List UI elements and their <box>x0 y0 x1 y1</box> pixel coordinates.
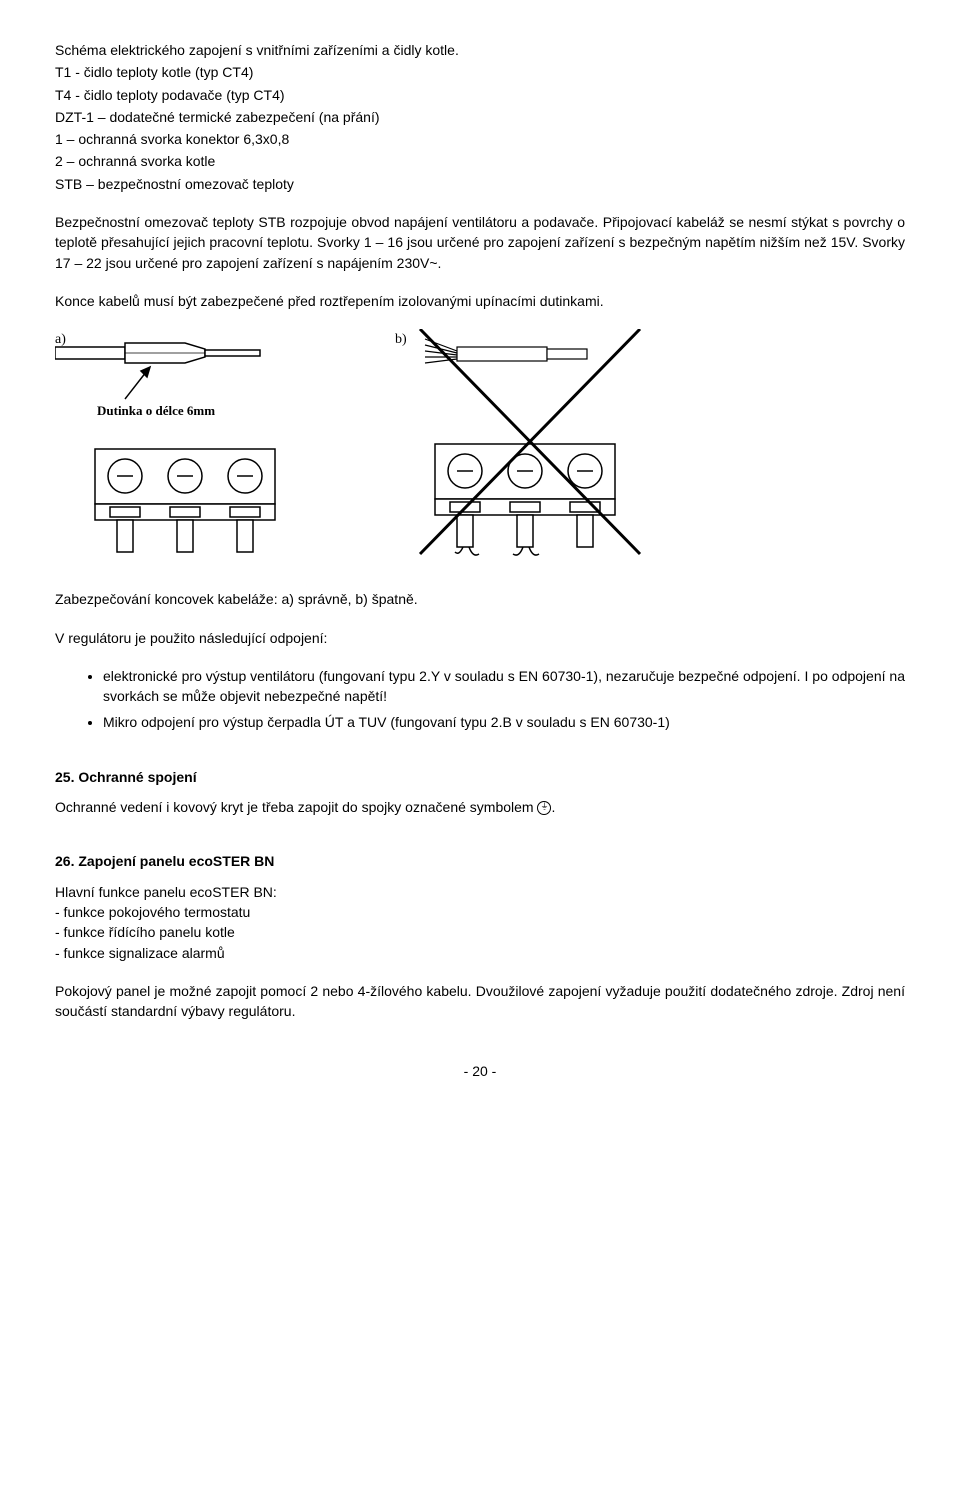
ferrule-label: Dutinka o délce 6mm <box>97 403 215 418</box>
s26-l3: - funkce řídícího panelu kotle <box>55 922 905 942</box>
diagram-b: b) <box>395 329 675 559</box>
label-b: b) <box>395 332 407 347</box>
def-s2: 2 – ochranná svorka kotle <box>55 151 905 171</box>
bullet-1: elektronické pro výstup ventilátoru (fun… <box>103 666 905 707</box>
para-disconnect-intro: V regulátoru je použito následující odpo… <box>55 628 905 648</box>
paragraph-ferrule: Konce kabelů musí být zabezpečené před r… <box>55 291 905 311</box>
heading-25: 25. Ochranné spojení <box>55 767 905 787</box>
s26-l4: - funkce signalizace alarmů <box>55 943 905 963</box>
def-stb: STB – bezpečnostní omezovač teploty <box>55 174 905 194</box>
paragraph-safety: Bezpečnostní omezovač teploty STB rozpoj… <box>55 212 905 273</box>
def-t4: T4 - čidlo teploty podavače (typ CT4) <box>55 85 905 105</box>
s26-para: Pokojový panel je možné zapojit pomocí 2… <box>55 981 905 1022</box>
terminal-block-a <box>95 449 275 552</box>
ferrule-diagram: a) Dutinka o délce 6mm <box>55 329 905 559</box>
page-number: - 20 - <box>55 1061 905 1081</box>
s25-before: Ochranné vedení i kovový kryt je třeba z… <box>55 799 537 815</box>
earth-icon: ⏚ <box>537 801 551 815</box>
def-dzt: DZT-1 – dodatečné termické zabezpečení (… <box>55 107 905 127</box>
s26-l1: Hlavní funkce panelu ecoSTER BN: <box>55 882 905 902</box>
bullet-2: Mikro odpojení pro výstup čerpadla ÚT a … <box>103 712 905 732</box>
diagram-a-svg: a) Dutinka o délce 6mm <box>55 329 335 559</box>
def-s1: 1 – ochranná svorka konektor 6,3x0,8 <box>55 129 905 149</box>
disconnect-list: elektronické pro výstup ventilátoru (fun… <box>55 666 905 733</box>
section-25-text: Ochranné vedení i kovový kryt je třeba z… <box>55 797 905 817</box>
diagram-a: a) Dutinka o délce 6mm <box>55 329 335 559</box>
s26-l2: - funkce pokojového termostatu <box>55 902 905 922</box>
s25-after: . <box>551 799 555 815</box>
heading-26: 26. Zapojení panelu ecoSTER BN <box>55 851 905 871</box>
label-a: a) <box>55 332 66 347</box>
intro-line: Schéma elektrického zapojení s vnitřními… <box>55 40 905 60</box>
caption-ferrule: Zabezpečování koncovek kabeláže: a) sprá… <box>55 589 905 609</box>
diagram-b-svg: b) <box>395 329 675 559</box>
def-t1: T1 - čidlo teploty kotle (typ CT4) <box>55 62 905 82</box>
